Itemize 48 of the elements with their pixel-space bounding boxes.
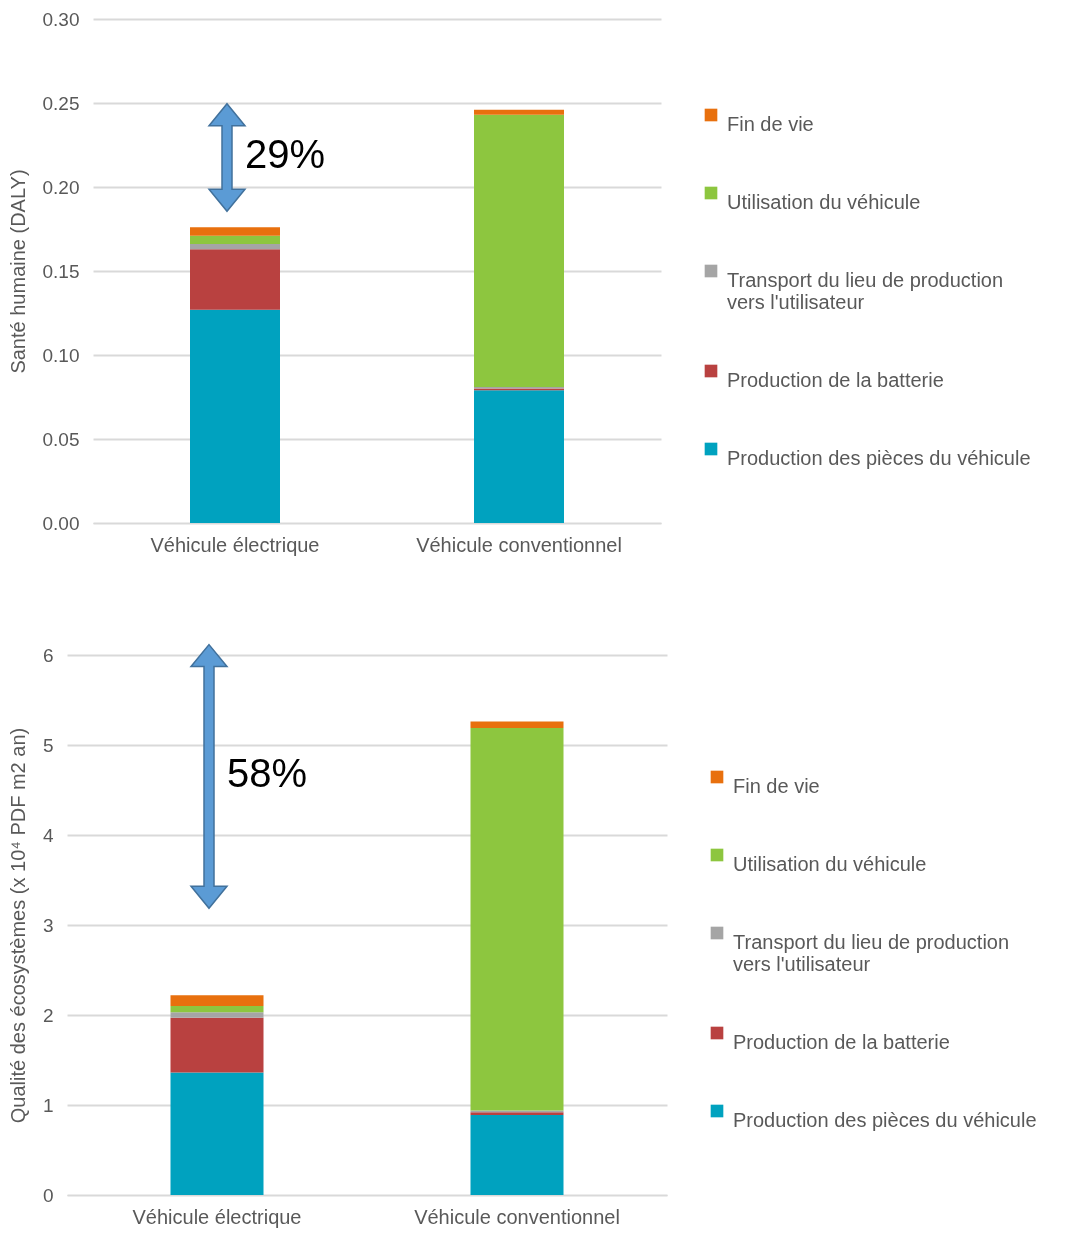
y-tick-label: 3	[42, 914, 54, 936]
annotation: 29%	[245, 132, 326, 177]
bar	[190, 244, 280, 250]
legend-label: Transport du lieu de production vers l'utilisateur	[727, 269, 1004, 313]
y-tick-label: 0	[42, 1184, 54, 1206]
bar	[470, 1114, 564, 1195]
y-tick-label: 1	[42, 1094, 54, 1116]
bar	[190, 309, 280, 523]
bar	[470, 727, 564, 1111]
x-tick-label: Véhicule électrique	[150, 533, 320, 556]
bar	[474, 114, 564, 387]
x-tick-label: Véhicule conventionnel	[416, 533, 622, 556]
bar	[190, 235, 280, 245]
bar	[474, 109, 564, 115]
bar	[170, 1012, 264, 1018]
y-tick-label: 0.20	[42, 176, 80, 198]
legend-label: Utilisation du véhicule	[733, 853, 927, 875]
y-tick-label: 4	[42, 824, 54, 846]
bar	[190, 227, 280, 236]
y-tick-label: 0.15	[42, 260, 80, 282]
bar	[190, 249, 280, 310]
bar	[170, 995, 264, 1006]
y-tick-label: 0.10	[42, 344, 80, 366]
y-tick-label: 6	[42, 644, 54, 666]
y-tick-label: 0.30	[42, 8, 80, 30]
bar	[470, 721, 564, 728]
legend-label: Production de la batterie	[733, 1031, 950, 1053]
y-tick-label: 0.05	[42, 428, 80, 450]
legend-label: Production de la batterie	[727, 369, 944, 391]
y-axis-title: Qualité des écosystèmes (x 10⁴ PDF m2 an)	[6, 727, 29, 1124]
y-tick-label: 0.00	[42, 512, 80, 534]
x-tick-label: Véhicule électrique	[132, 1205, 302, 1228]
bar	[170, 1017, 264, 1073]
y-tick-label: 2	[42, 1004, 54, 1026]
y-tick-label: 0.25	[42, 92, 80, 114]
bar	[170, 1006, 264, 1013]
legend-label: Fin de vie	[733, 775, 820, 797]
legend-label: Transport du lieu de production vers l'utilisateur	[733, 931, 1010, 975]
legend-label: Utilisation du véhicule	[727, 191, 921, 213]
bar	[170, 1072, 264, 1195]
bar	[474, 390, 564, 523]
legend-label: Production des pièces du véhicule	[733, 1109, 1037, 1131]
legend-label: Fin de vie	[727, 113, 814, 135]
annotation: 58%	[227, 750, 308, 795]
legend-label: Production des pièces du véhicule	[727, 447, 1031, 469]
y-tick-label: 5	[42, 734, 54, 756]
y-axis-title: Santé humaine (DALY)	[6, 169, 29, 374]
x-tick-label: Véhicule conventionnel	[414, 1205, 620, 1228]
